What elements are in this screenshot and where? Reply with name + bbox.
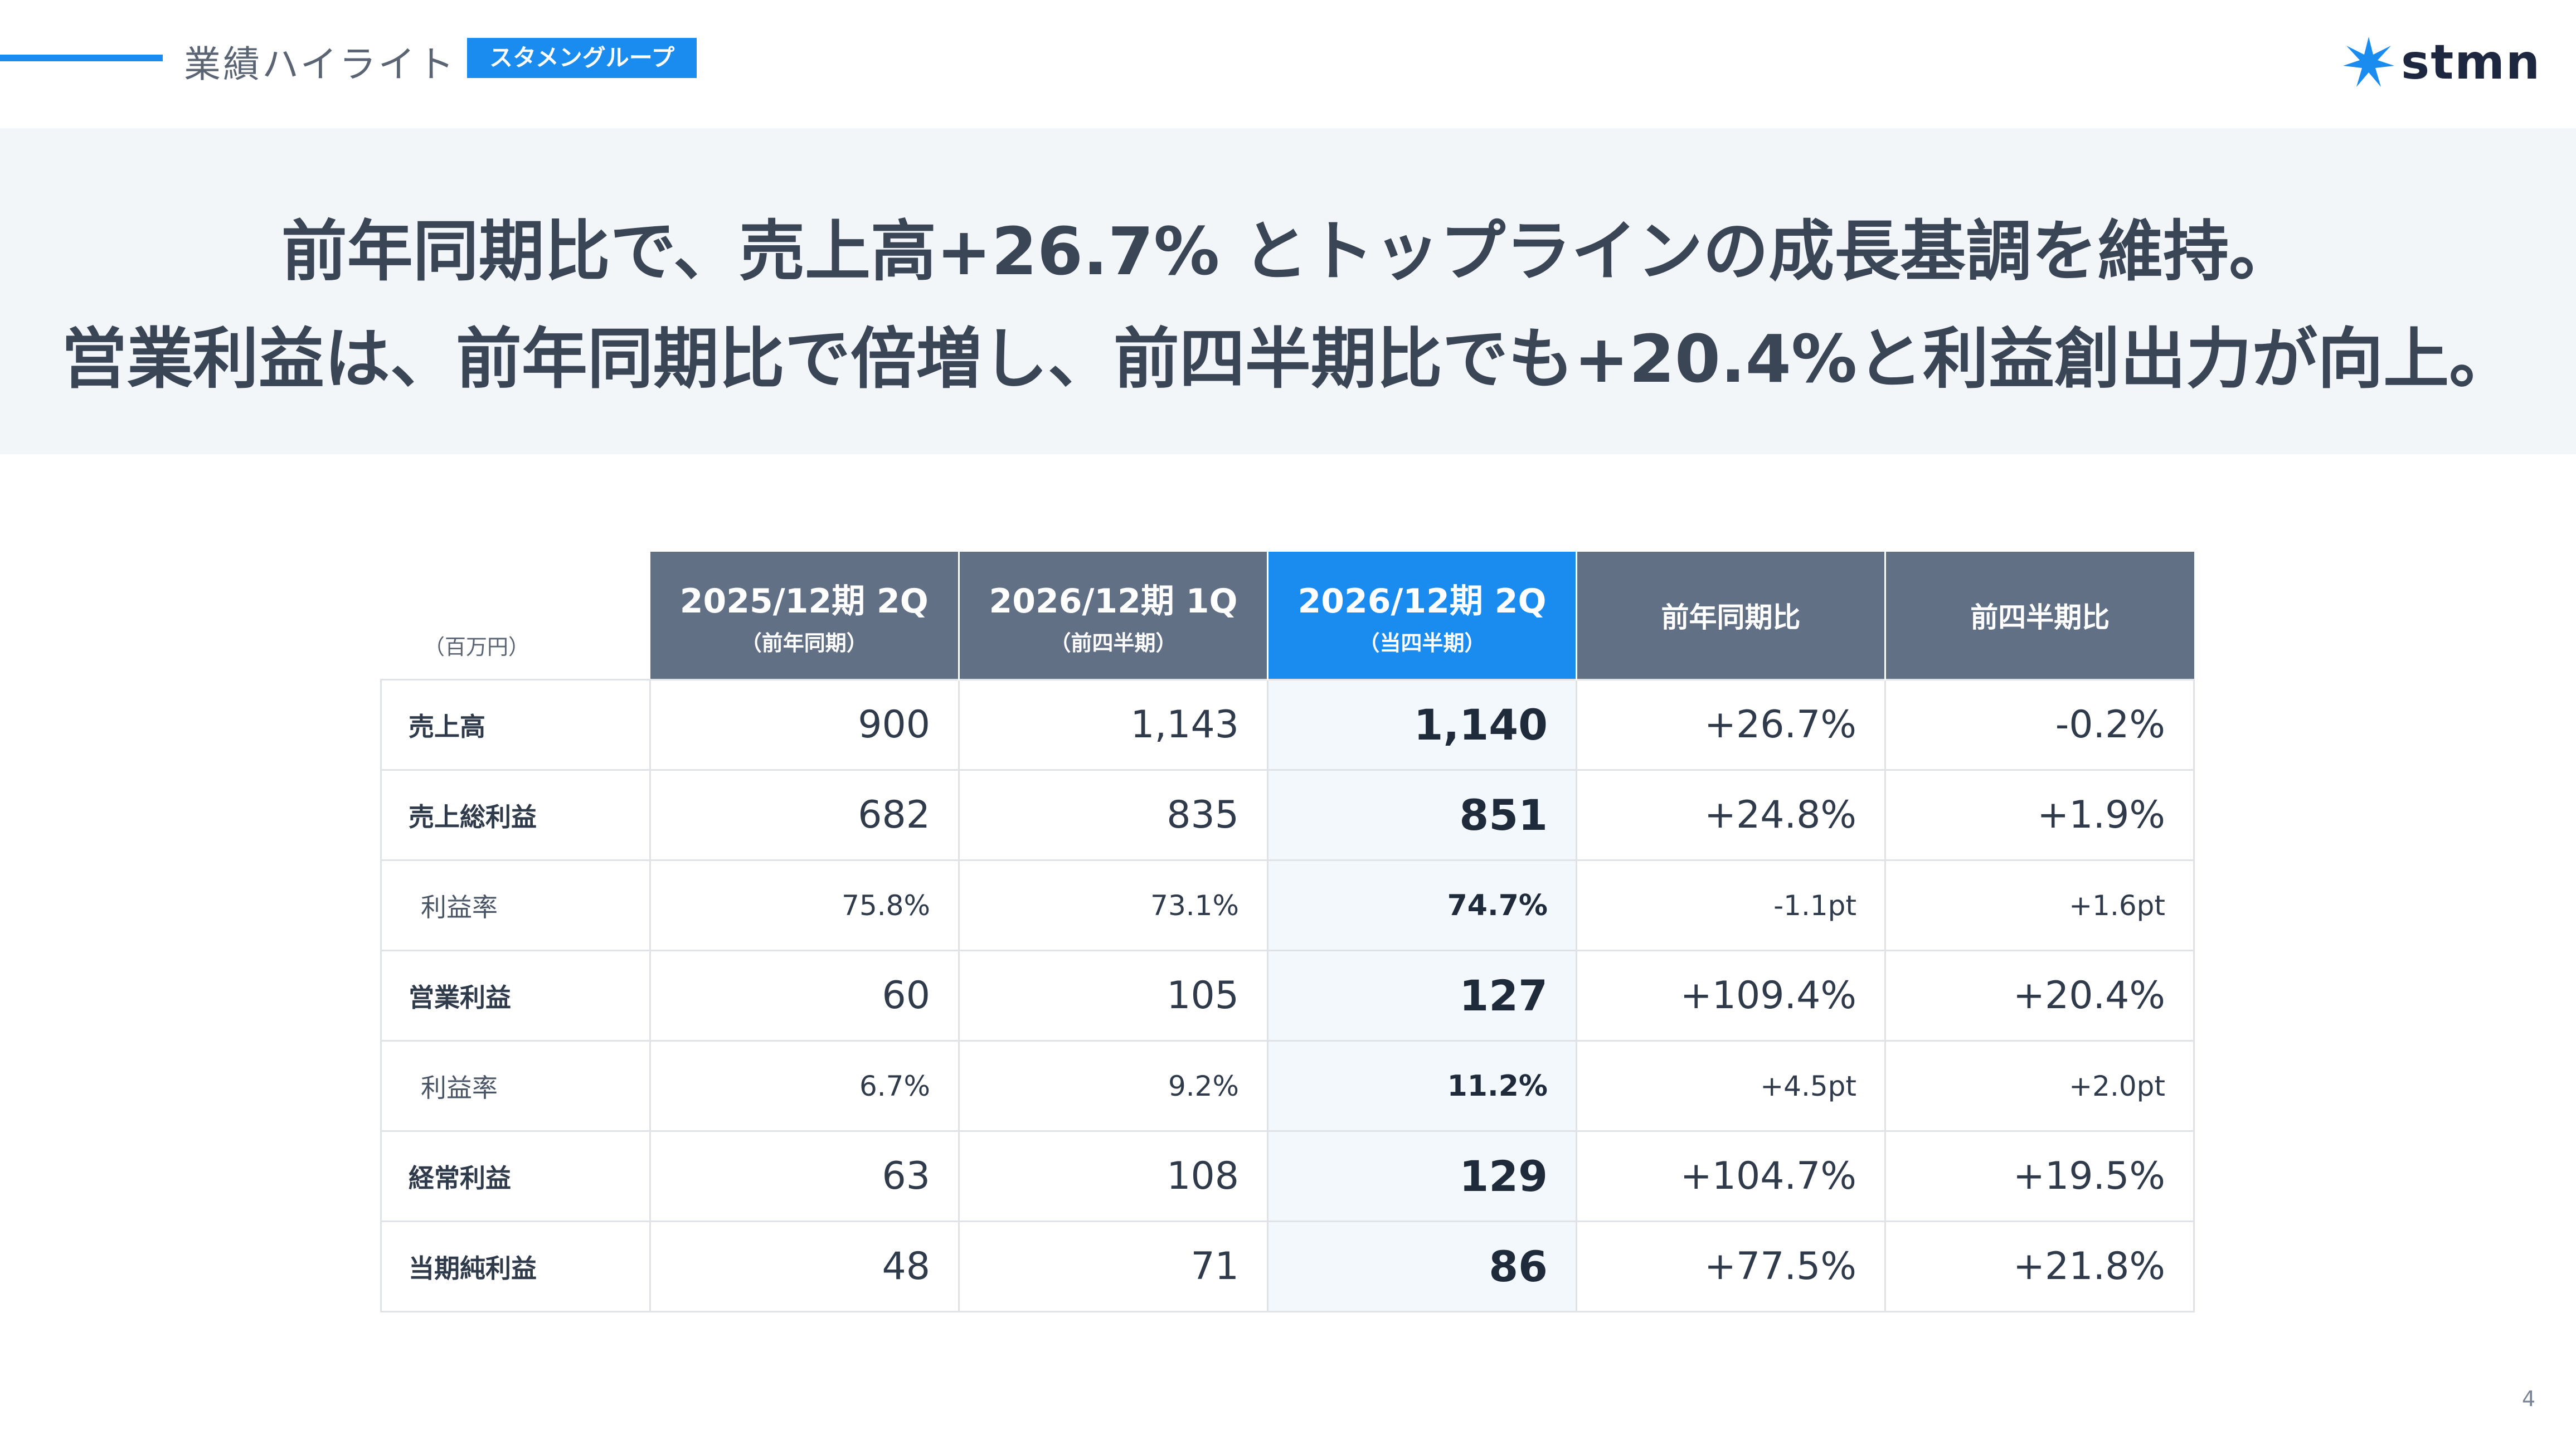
row-label: 利益率	[380, 859, 651, 951]
headline-band: 前年同期比で、売上高+26.7% とトップラインの成長基調を維持。 営業利益は、…	[0, 128, 2576, 454]
table-row: 当期純利益 48 71 86 +77.5% +21.8%	[380, 1221, 2195, 1312]
table-row: 利益率 6.7% 9.2% 11.2% +4.5pt +2.0pt	[380, 1040, 2195, 1132]
column-header-title: 2026/12期 2Q	[1297, 582, 1547, 621]
column-header-current: 2026/12期 2Q （当四半期）	[1267, 552, 1577, 680]
column-header: 前年同期比	[1576, 552, 1886, 680]
table-cell-negative: -1.1pt	[1576, 859, 1886, 951]
column-header-title: 2026/12期 1Q	[989, 582, 1238, 621]
table-cell: 835	[958, 769, 1268, 861]
table-cell: +2.0pt	[1884, 1040, 2195, 1132]
logo-text: stmn	[2401, 35, 2541, 90]
table-cell: +19.5%	[1884, 1130, 2195, 1222]
company-logo: stmn	[2341, 35, 2541, 90]
table-cell: 108	[958, 1130, 1268, 1222]
table-cell: 48	[649, 1221, 960, 1312]
table-cell: +1.9%	[1884, 769, 2195, 861]
table-row: 利益率 75.8% 73.1% 74.7% -1.1pt +1.6pt	[380, 859, 2195, 951]
page-number: 4	[2522, 1387, 2536, 1411]
table-cell: +24.8%	[1576, 769, 1886, 861]
table-cell-current: 851	[1267, 769, 1577, 861]
table-cell: +104.7%	[1576, 1130, 1886, 1222]
column-header: 2025/12期 2Q （前年同期）	[650, 552, 960, 680]
table-cell: +109.4%	[1576, 950, 1886, 1042]
table-cell: 63	[649, 1130, 960, 1222]
column-header-subtitle: （当四半期）	[1358, 631, 1486, 655]
table-cell-current: 127	[1267, 950, 1577, 1042]
column-header: 2026/12期 1Q （前四半期）	[959, 552, 1268, 680]
column-header: 前四半期比	[1885, 552, 2194, 680]
table-cell: +20.4%	[1884, 950, 2195, 1042]
table-cell: 1,143	[958, 679, 1268, 771]
financial-highlights-table: 2025/12期 2Q （前年同期） 2026/12期 1Q （前四半期） 20…	[380, 552, 2195, 1312]
star-burst-icon	[2343, 37, 2394, 87]
table-cell: +4.5pt	[1576, 1040, 1886, 1132]
row-label: 売上総利益	[380, 769, 651, 861]
table-cell: 682	[649, 769, 960, 861]
row-label: 営業利益	[380, 950, 651, 1042]
table-row: 営業利益 60 105 127 +109.4% +20.4%	[380, 950, 2195, 1042]
table-cell: 75.8%	[649, 859, 960, 951]
table-row: 売上高 900 1,143 1,140 +26.7% -0.2%	[380, 679, 2195, 771]
accent-line	[0, 55, 163, 61]
table-cell: 60	[649, 950, 960, 1042]
table-corner	[381, 552, 650, 680]
table-cell: +77.5%	[1576, 1221, 1886, 1312]
headline-line-1: 前年同期比で、売上高+26.7% とトップラインの成長基調を維持。	[281, 213, 2295, 290]
group-badge: スタメングループ	[467, 38, 697, 78]
table-cell: +26.7%	[1576, 679, 1886, 771]
table-cell: 900	[649, 679, 960, 771]
table-cell-current: 11.2%	[1267, 1040, 1577, 1132]
column-header-subtitle: （前年同期）	[740, 631, 868, 655]
column-header-subtitle: （前四半期）	[1049, 631, 1177, 655]
row-label: 利益率	[380, 1040, 651, 1132]
table-cell: 105	[958, 950, 1268, 1042]
table-cell: 9.2%	[958, 1040, 1268, 1132]
table-cell: +1.6pt	[1884, 859, 2195, 951]
table-cell: 6.7%	[649, 1040, 960, 1132]
table-cell-current: 86	[1267, 1221, 1577, 1312]
table-row: 売上総利益 682 835 851 +24.8% +1.9%	[380, 769, 2195, 861]
table-cell: 73.1%	[958, 859, 1268, 951]
column-header-title: 前年同期比	[1661, 601, 1801, 634]
table-cell-current: 74.7%	[1267, 859, 1577, 951]
headline-line-2: 営業利益は、前年同期比で倍増し、前四半期比でも+20.4%と利益創出力が向上。	[61, 320, 2515, 397]
table-cell-current: 129	[1267, 1130, 1577, 1222]
table-row: 経常利益 63 108 129 +104.7% +19.5%	[380, 1130, 2195, 1222]
section-title: 業績ハイライト	[184, 43, 456, 86]
table-cell: 71	[958, 1221, 1268, 1312]
table-cell: +21.8%	[1884, 1221, 2195, 1312]
row-label: 当期純利益	[380, 1221, 651, 1312]
table-header-row: 2025/12期 2Q （前年同期） 2026/12期 1Q （前四半期） 20…	[381, 552, 2194, 680]
row-label: 売上高	[380, 679, 651, 771]
column-header-title: 2025/12期 2Q	[679, 582, 929, 621]
table-cell-current: 1,140	[1267, 679, 1577, 771]
row-label: 経常利益	[380, 1130, 651, 1222]
unit-label: （百万円）	[424, 635, 530, 659]
column-header-title: 前四半期比	[1970, 601, 2110, 634]
table-cell-negative: -0.2%	[1884, 679, 2195, 771]
